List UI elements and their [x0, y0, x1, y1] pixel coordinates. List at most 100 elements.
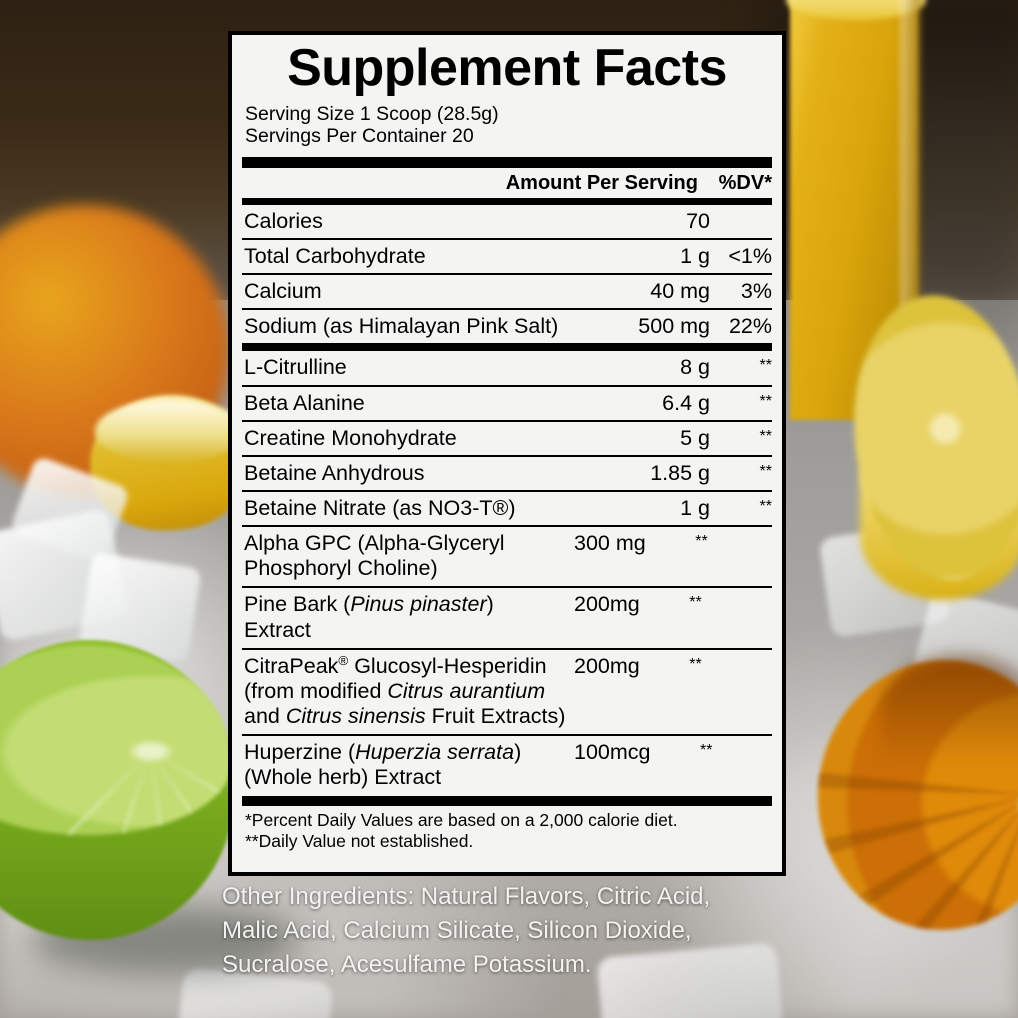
table-row-pine-bark: Pine Bark (Pinus pinaster) Extract 200mg…: [242, 588, 772, 647]
servings-per-container: Servings Per Container 20: [245, 125, 474, 148]
orange-slice-shading: [880, 655, 1018, 765]
table-row: Betaine Anhydrous 1.85 g **: [242, 457, 772, 490]
table-row: L-Citrulline 8 g **: [242, 351, 772, 384]
table-row: Betaine Nitrate (as NO3-T®) 1 g **: [242, 492, 772, 525]
latin-name: Pinus pinaster: [350, 592, 487, 617]
table-row-huperzine: Huperzine (Huperzia serrata) (Whole herb…: [242, 736, 772, 795]
row-label-line-2: Phosphoryl Choline): [244, 556, 438, 581]
row-divider: [242, 647, 772, 650]
column-header-amount: Amount Per Serving: [505, 171, 698, 194]
other-ingredients-line-3: Sucralose, Acesulfame Potassium.: [222, 951, 592, 979]
row-amount: 200mg: [574, 653, 640, 678]
row-amount: 5 g: [680, 425, 710, 450]
row-dv: **: [759, 392, 772, 410]
row-label: Pine Bark (Pinus pinaster) Extract: [244, 592, 574, 642]
row-dv: **: [759, 427, 772, 445]
latin-name: Citrus sinensis: [285, 703, 426, 728]
row-dv: **: [759, 357, 772, 375]
row-label-brand: CitraPeak: [244, 653, 339, 678]
row-amount: 1 g: [680, 243, 710, 268]
row-label-suffix: ): [514, 740, 522, 765]
row-label-line-2: Extract: [244, 617, 311, 642]
row-dv: **: [759, 497, 772, 515]
row-label: Calcium: [244, 279, 322, 304]
row-dv: **: [689, 594, 702, 612]
page-title: Supplement Facts: [287, 39, 727, 97]
row-label-line-2: (Whole herb) Extract: [244, 765, 442, 790]
row-label: Alpha GPC (Alpha-Glyceryl Phosphoryl Cho…: [244, 531, 574, 581]
row-amount: 40 mg: [650, 279, 710, 304]
row-label: Sodium (as Himalayan Pink Salt): [244, 314, 559, 339]
table-row: Beta Alanine 6.4 g **: [242, 387, 772, 420]
table-row: Total Carbohydrate 1 g <1%: [242, 240, 772, 273]
other-ingredients-line-1: Other Ingredients: Natural Flavors, Citr…: [222, 883, 711, 910]
row-amount: 1 g: [680, 495, 710, 520]
row-divider: [242, 734, 772, 737]
row-label-prefix: Pine Bark (: [244, 592, 351, 617]
row-dv: **: [689, 655, 702, 673]
divider-group-separator: [242, 343, 772, 352]
registered-mark-icon: ®: [338, 652, 349, 668]
row-divider: [242, 489, 772, 492]
row-label: Huperzine (Huperzia serrata) (Whole herb…: [244, 740, 574, 790]
table-row: Creatine Monohydrate 5 g **: [242, 422, 772, 455]
row-label: CitraPeak® Glucosyl-Hesperidin (from mod…: [244, 652, 574, 729]
footnote-daily-values: *Percent Daily Values are based on a 2,0…: [245, 810, 678, 831]
row-divider: [242, 525, 772, 528]
row-label-line-1: Alpha GPC (Alpha-Glyceryl: [244, 531, 505, 556]
serving-size: Serving Size 1 Scoop (28.5g): [245, 102, 499, 125]
lemon-wedge-rim: [95, 400, 245, 462]
row-label: Calories: [244, 208, 323, 233]
row-divider: [242, 384, 772, 387]
row-label: L-Citrulline: [244, 355, 347, 380]
row-dv: **: [700, 742, 713, 760]
row-label: Creatine Monohydrate: [244, 425, 457, 450]
row-dv: <1%: [728, 243, 772, 268]
row-divider: [242, 308, 772, 311]
row-divider: [242, 454, 772, 457]
table-row-alpha-gpc: Alpha GPC (Alpha-Glyceryl Phosphoryl Cho…: [242, 527, 772, 586]
row-amount: 100mcg: [574, 740, 651, 765]
row-amount: 1.85 g: [650, 460, 710, 485]
row-label: Betaine Anhydrous: [244, 460, 425, 485]
row-divider: [242, 586, 772, 589]
row-dv: 22%: [728, 314, 772, 339]
row-label-prefix: Huperzine (: [244, 740, 356, 765]
row-amount: 200mg: [574, 592, 640, 617]
row-dv: **: [695, 533, 708, 551]
table-header-row: Amount Per Serving %DV*: [242, 168, 772, 198]
other-ingredients-line-2: Malic Acid, Calcium Silicate, Silicon Di…: [222, 917, 692, 945]
footnotes: *Percent Daily Values are based on a 2,0…: [242, 806, 772, 852]
row-label-suffix: ): [486, 592, 494, 617]
row-amount: 6.4 g: [662, 390, 710, 415]
latin-name: Huperzia serrata: [355, 740, 515, 765]
footnote-dv-not-established: **Daily Value not established.: [245, 831, 474, 852]
table-row: Sodium (as Himalayan Pink Salt) 500 mg 2…: [242, 310, 772, 343]
row-divider: [242, 237, 772, 240]
row-amount: 8 g: [680, 355, 710, 380]
row-label: Total Carbohydrate: [244, 243, 426, 268]
table-row: Calcium 40 mg 3%: [242, 275, 772, 308]
row-label-line-1-post: Glucosyl-Hesperidin: [348, 653, 547, 678]
row-label-line-3-pre: and: [244, 703, 286, 728]
divider-thick-bottom: [242, 796, 772, 807]
divider-under-header: [242, 197, 772, 205]
row-divider: [242, 273, 772, 276]
other-ingredients-text: Other Ingredients: Natural Flavors, Citr…: [222, 880, 794, 982]
row-label: Betaine Nitrate (as NO3-T®): [244, 495, 516, 520]
column-header-dv: %DV*: [718, 171, 772, 194]
row-label-line-2-pre: (from modified: [244, 678, 388, 703]
latin-name: Citrus aurantium: [387, 678, 546, 703]
drink-glass-rim: [786, 0, 926, 20]
divider-thick-top: [242, 156, 772, 168]
table-row: Calories 70: [242, 205, 772, 238]
serving-info: Serving Size 1 Scoop (28.5g) Servings Pe…: [242, 103, 772, 148]
row-amount: 500 mg: [638, 314, 710, 339]
row-label: Beta Alanine: [244, 390, 365, 415]
row-amount: 300 mg: [574, 531, 646, 556]
row-divider: [242, 419, 772, 422]
row-dv: **: [759, 462, 772, 480]
row-label-line-3-post: Fruit Extracts): [425, 703, 566, 728]
table-row-citrapeak: CitraPeak® Glucosyl-Hesperidin (from mod…: [242, 650, 772, 734]
row-amount: 70: [686, 208, 710, 233]
